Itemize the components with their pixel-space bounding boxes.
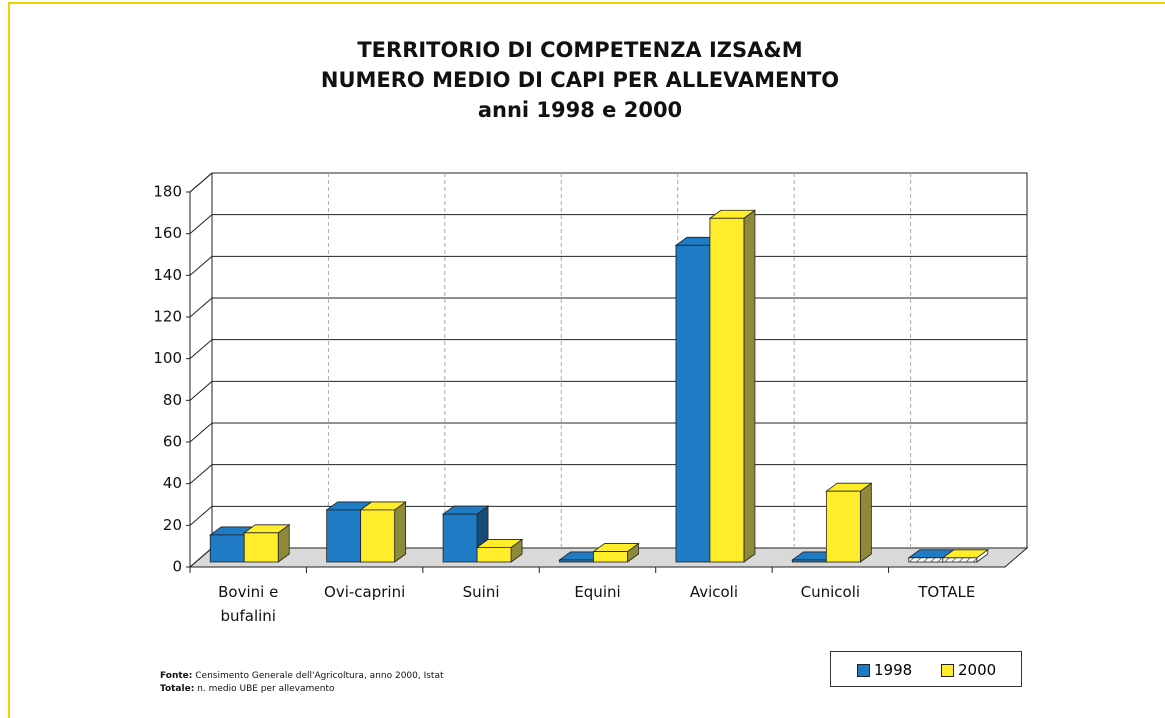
legend-label: 1998 [874, 661, 913, 679]
bar-group [242, 524, 291, 563]
bar-group [359, 501, 407, 563]
grid-line [189, 422, 213, 443]
bar-group [592, 542, 640, 563]
bar-side [743, 209, 756, 563]
legend: 1998 2000 [830, 651, 1022, 687]
x-tick-label: Bovini e bufalini [218, 583, 279, 625]
x-tick-label: Equini [574, 583, 621, 601]
x-tick-label: Cunicoli [800, 583, 861, 601]
x-tick-label: Ovi-caprini [324, 583, 406, 601]
y-tick-label: 80 [163, 391, 182, 409]
title-line: anni 1998 e 2000 [477, 98, 683, 122]
bar-group [825, 482, 873, 563]
x-tick-label: Avicoli [689, 583, 739, 601]
x-tick-label: Suini [462, 583, 500, 601]
bar-group [941, 549, 990, 563]
grid-line [189, 547, 213, 568]
back-wall [211, 172, 1028, 549]
frame [8, 2, 1165, 718]
legend-item: 1998 [857, 661, 912, 679]
bar [825, 490, 861, 563]
grid-line [189, 172, 213, 193]
note: Fonte: Censimento Generale dell'Agricolt… [160, 671, 444, 681]
note-label: Fonte: [160, 671, 193, 681]
y-tick-label: 100 [153, 349, 182, 367]
note: Totale: n. medio UBE per allevamento [160, 684, 335, 694]
y-tick-label: 160 [153, 224, 182, 242]
legend-swatch [857, 663, 870, 677]
bar-group [475, 538, 524, 563]
bar [791, 559, 827, 563]
grid-line [189, 214, 213, 235]
note-label: Totale: [160, 684, 195, 694]
y-tick-label: 0 [172, 558, 182, 576]
y-tick-label: 180 [153, 183, 182, 201]
grid-line [189, 464, 213, 485]
grid-line [189, 339, 213, 360]
bar [476, 547, 512, 563]
bar [209, 534, 245, 563]
y-tick-label: 140 [153, 266, 182, 284]
bar-side [859, 482, 872, 563]
legend-label: 2000 [958, 661, 997, 679]
bar [942, 557, 978, 563]
bar [326, 509, 362, 563]
y-tick-label: 20 [163, 516, 182, 534]
note-text: n. medio UBE per allevamento [197, 684, 335, 694]
bar [360, 509, 396, 563]
bar [593, 551, 628, 563]
y-tick-label: 120 [153, 308, 182, 326]
title-line: TERRITORIO DI COMPETENZA IZSA&M [357, 38, 803, 62]
bar-group [708, 209, 757, 563]
bar [442, 513, 478, 563]
bar-side [394, 501, 407, 563]
y-tick-label: 60 [163, 433, 182, 451]
y-tick-label: 40 [163, 474, 182, 492]
title-line: NUMERO MEDIO DI CAPI PER ALLEVAMENTO [320, 68, 840, 92]
bar [675, 244, 711, 563]
bar [908, 557, 944, 563]
grid-line [189, 505, 213, 526]
bar [243, 532, 279, 563]
bar [559, 559, 594, 563]
legend-swatch [941, 663, 954, 677]
bar [709, 217, 745, 563]
legend-item: 2000 [941, 661, 996, 679]
x-tick-label: TOTALE [918, 583, 976, 601]
grid-line [189, 297, 213, 318]
note-text: Censimento Generale dell'Agricoltura, an… [195, 671, 444, 681]
grid-line [189, 255, 213, 276]
grid-line [189, 380, 213, 401]
